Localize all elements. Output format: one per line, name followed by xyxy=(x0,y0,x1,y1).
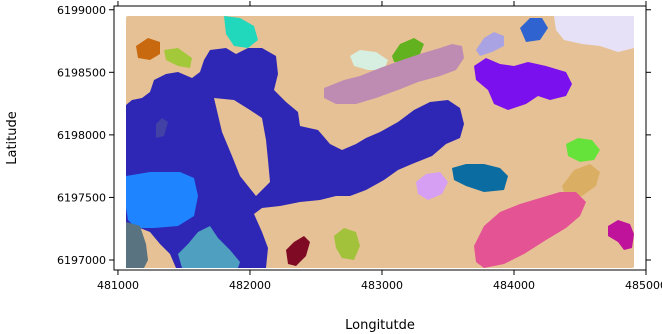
patch-slate-corner xyxy=(126,222,148,268)
y-tick-label: 6198000 xyxy=(57,129,106,142)
patch-orange xyxy=(136,38,160,60)
x-tick-label: 483000 xyxy=(361,279,403,292)
patch-rose xyxy=(474,192,586,268)
patch-lavender xyxy=(476,32,504,56)
patch-pink-violet xyxy=(416,172,448,200)
patch-violet xyxy=(474,58,572,110)
patch-main-network-notch xyxy=(156,118,168,138)
patch-bright-blue xyxy=(126,172,198,228)
patch-mint xyxy=(350,50,388,70)
y-tick-label: 6197000 xyxy=(57,254,106,267)
y-axis-label: Latitude xyxy=(5,111,20,165)
patch-light-green xyxy=(566,138,600,162)
patch-olive-green xyxy=(164,48,192,68)
y-tick-label: 6197500 xyxy=(57,191,106,204)
patch-main-network xyxy=(126,48,464,268)
axes: 481000 482000 483000 484000 485000 6197000 619… xyxy=(57,1,662,292)
patch-royal-blue xyxy=(520,18,548,42)
plot-frame xyxy=(113,5,647,271)
x-axis-label: Longitutde xyxy=(345,318,415,333)
x-tick-label: 485000 xyxy=(625,279,662,292)
x-tick-label: 481000 xyxy=(97,279,139,292)
y-tick-label: 6198500 xyxy=(57,66,106,79)
patch-steel-blue xyxy=(178,226,240,268)
patch-teal-blue xyxy=(452,164,508,192)
y-tick-label: 6199000 xyxy=(57,4,106,17)
x-tick-label: 484000 xyxy=(493,279,535,292)
patch-pale-lavender xyxy=(554,16,634,52)
x-tick-label: 482000 xyxy=(229,279,271,292)
patch-turquoise xyxy=(224,16,258,48)
patch-tan xyxy=(562,164,600,198)
patch-yellow-green xyxy=(334,228,360,260)
land-patches xyxy=(126,16,634,268)
patch-maroon xyxy=(286,236,310,266)
patch-magenta xyxy=(608,220,634,250)
patch-mauve xyxy=(324,44,464,104)
